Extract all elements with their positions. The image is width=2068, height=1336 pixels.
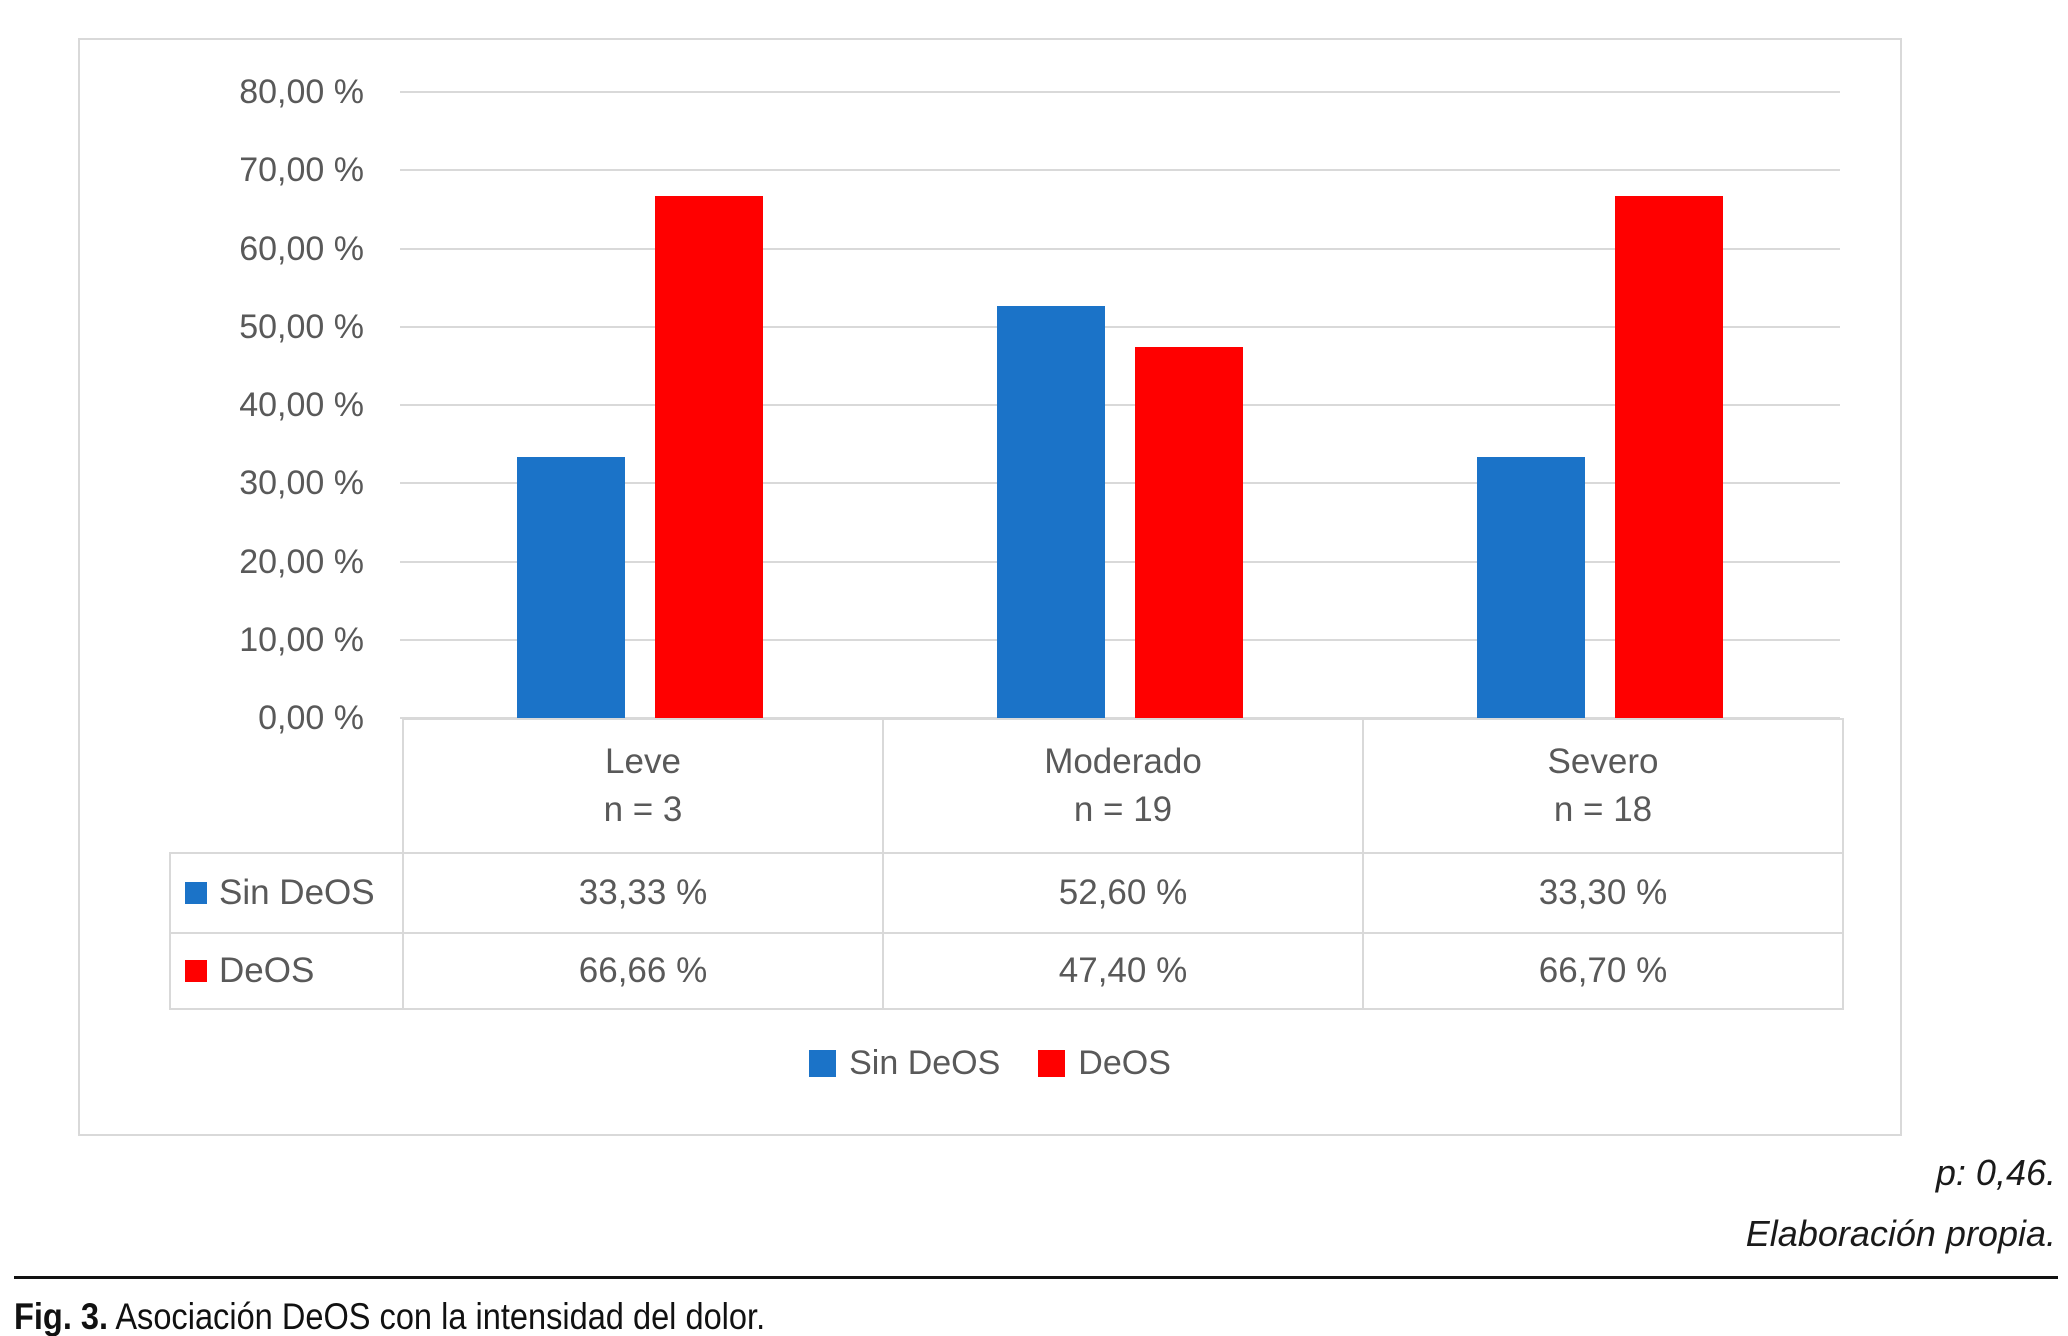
y-axis-tick-label: 50,00 % bbox=[239, 307, 364, 346]
legend-item-sin-deos: Sin DeOS bbox=[809, 1044, 1000, 1083]
gridline bbox=[400, 560, 1840, 563]
legend-label: DeOS bbox=[1078, 1044, 1171, 1082]
bar-deos-leve bbox=[655, 196, 763, 718]
figure-caption: Fig. 3. Asociación DeOS con la intensida… bbox=[14, 1296, 765, 1336]
table-corner-cell bbox=[170, 719, 403, 853]
sin-deos-legend-swatch-icon bbox=[809, 1050, 837, 1077]
table-row-sin-deos: Sin DeOS 33,33 % 52,60 % 33,30 % bbox=[169, 852, 1844, 934]
category-count: n = 19 bbox=[1073, 790, 1173, 829]
series-name: DeOS bbox=[219, 951, 315, 990]
gridline bbox=[400, 482, 1840, 485]
source-note: Elaboración propia. bbox=[1745, 1213, 2056, 1255]
y-axis-tick-label: 0,00 % bbox=[258, 699, 364, 737]
bar-sin-deos-moderado bbox=[997, 306, 1105, 718]
figure-notes: p: 0,46. Elaboración propia. bbox=[1746, 1142, 2056, 1264]
series-label-cell: Sin DeOS bbox=[169, 852, 404, 934]
gridline bbox=[400, 91, 1840, 93]
caption-divider bbox=[14, 1276, 2058, 1279]
figure-caption-text: Asociación DeOS con la intensidad del do… bbox=[108, 1296, 766, 1336]
series-label-cell: DeOS bbox=[169, 932, 404, 1010]
bar-deos-moderado bbox=[1135, 347, 1243, 718]
plot-area bbox=[400, 91, 1840, 719]
table-row-deos: DeOS 66,66 % 47,40 % 66,70 % bbox=[169, 932, 1844, 1010]
data-table: Leve n = 3 Moderado n = 19 Severo n = 18 Sin D… bbox=[169, 718, 1844, 1010]
value-cell-sin-deos-severo: 33,30 % bbox=[1362, 852, 1844, 934]
table-header-row: Leve n = 3 Moderado n = 19 Severo n = 18 bbox=[170, 718, 1844, 854]
gridline bbox=[400, 169, 1840, 172]
y-axis-tick-label: 60,00 % bbox=[239, 229, 364, 268]
legend-item-deos: DeOS bbox=[1038, 1044, 1171, 1083]
series-name: Sin DeOS bbox=[219, 873, 375, 912]
deos-legend-swatch-icon bbox=[1038, 1050, 1066, 1077]
bar-deos-severo bbox=[1615, 196, 1723, 718]
series-label: Sin DeOS bbox=[172, 873, 401, 913]
legend-label: Sin DeOS bbox=[849, 1044, 1001, 1082]
value-cell-deos-leve: 66,66 % bbox=[402, 932, 884, 1010]
gridline bbox=[400, 404, 1840, 406]
category-header-leve: Leve n = 3 bbox=[402, 718, 884, 854]
y-axis-tick-label: 10,00 % bbox=[239, 620, 364, 659]
gridline bbox=[400, 325, 1840, 328]
value-cell-deos-moderado: 47,40 % bbox=[882, 932, 1364, 1010]
category-count: n = 18 bbox=[1553, 790, 1653, 829]
category-header-moderado: Moderado n = 19 bbox=[882, 718, 1364, 854]
category-count: n = 3 bbox=[603, 790, 683, 829]
y-axis-tick-label: 30,00 % bbox=[239, 464, 364, 503]
category-header-severo: Severo n = 18 bbox=[1362, 718, 1844, 854]
value-cell-sin-deos-leve: 33,33 % bbox=[402, 852, 884, 934]
data-table-body: Leve n = 3 Moderado n = 19 Severo n = 18 Sin D… bbox=[169, 718, 1844, 1010]
category-name: Leve bbox=[605, 742, 681, 781]
p-value-note: p: 0,46. bbox=[1935, 1152, 2056, 1193]
series-label: DeOS bbox=[172, 951, 401, 991]
y-axis-tick-label: 20,00 % bbox=[239, 542, 364, 581]
y-axis-tick-label: 80,00 % bbox=[239, 73, 364, 111]
bar-sin-deos-severo bbox=[1477, 457, 1585, 718]
figure-caption-label: Fig. 3. bbox=[14, 1296, 109, 1336]
category-name: Severo bbox=[1547, 742, 1659, 781]
gridline bbox=[400, 717, 1840, 719]
sin-deos-swatch-icon bbox=[185, 882, 207, 904]
bar-sin-deos-leve bbox=[517, 457, 625, 718]
legend: Sin DeOS DeOS bbox=[80, 1044, 1900, 1083]
value-cell-deos-severo: 66,70 % bbox=[1362, 932, 1844, 1010]
y-axis-tick-label: 40,00 % bbox=[239, 386, 364, 424]
category-name: Moderado bbox=[1044, 742, 1202, 781]
deos-swatch-icon bbox=[185, 960, 207, 982]
y-axis-tick-label: 70,00 % bbox=[239, 151, 364, 190]
value-cell-sin-deos-moderado: 52,60 % bbox=[882, 852, 1364, 934]
chart-box: 80,00 % 70,00 % 60,00 % 50,00 % 40,00 % 30,00… bbox=[78, 38, 1902, 1136]
gridline bbox=[400, 638, 1840, 641]
gridline bbox=[400, 247, 1840, 250]
